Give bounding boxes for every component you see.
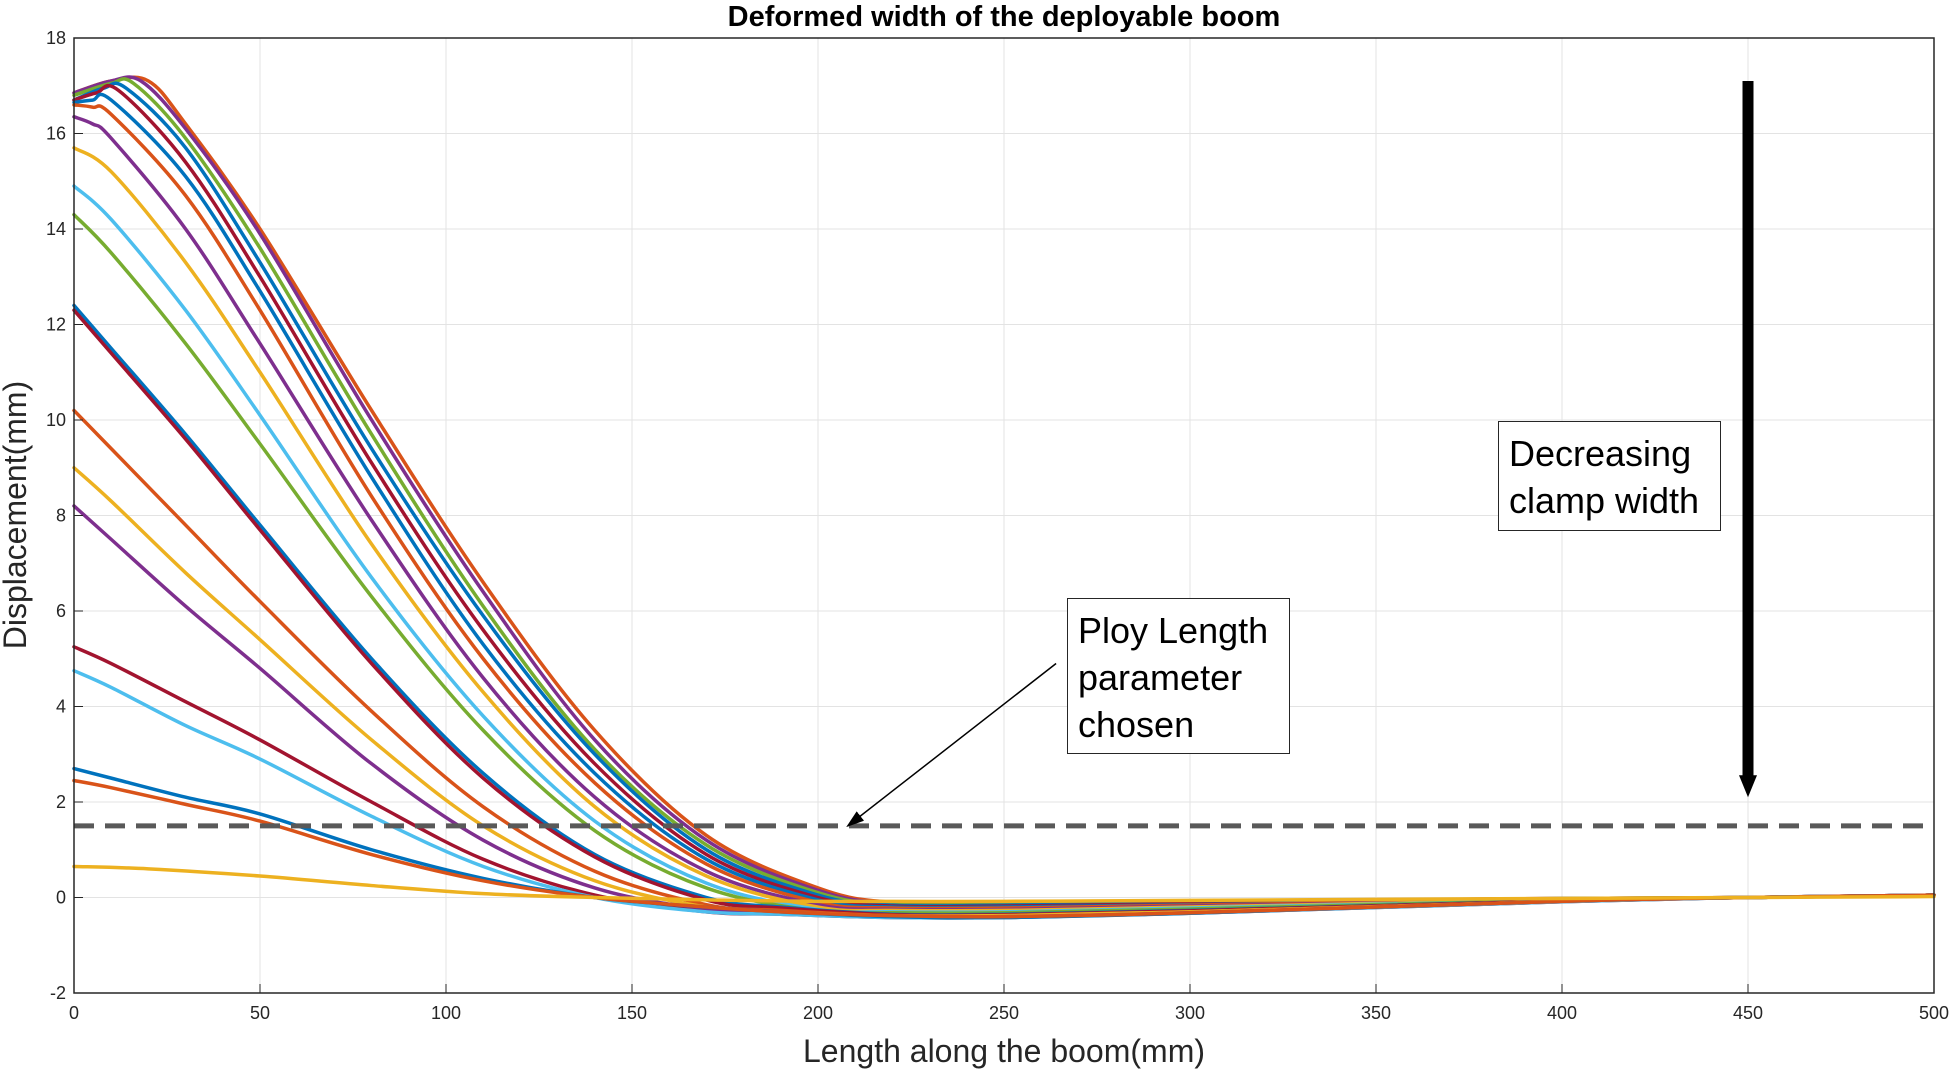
y-tick-label: 8 [56, 506, 66, 526]
series-layer [72, 75, 1936, 920]
y-tick-label: 16 [46, 124, 66, 144]
x-tick-label: 450 [1733, 1003, 1763, 1023]
series-line-21 [72, 864, 1936, 904]
x-tick-label: 150 [617, 1003, 647, 1023]
x-tick-label: 500 [1919, 1003, 1949, 1023]
y-axis-label: Displacement(mm) [0, 381, 33, 649]
clamp-arrow-head [1739, 775, 1757, 798]
annotation-line: parameter [1078, 657, 1243, 698]
y-tick-label: 18 [46, 28, 66, 48]
y-tick-label: -2 [50, 983, 66, 1003]
y-tick-label: 6 [56, 601, 66, 621]
chart-title: Deformed width of the deployable boom [728, 1, 1281, 33]
y-tick-label: 0 [56, 888, 66, 908]
series-line-20 [72, 778, 1936, 919]
decreasing-clamp-annotation: Decreasing clamp width [1498, 421, 1721, 531]
x-tick-label: 400 [1547, 1003, 1577, 1023]
x-tick-label: 50 [250, 1003, 270, 1023]
decreasing-clamp-arrow [1739, 80, 1757, 798]
y-tick-label: 10 [46, 410, 66, 430]
x-axis-label: Length along the boom(mm) [803, 1033, 1205, 1069]
ploy-length-arrow [846, 662, 1057, 828]
x-tick-labels: 0 50 100 150 200 250 300 350 400 450 500 [69, 984, 1949, 1023]
x-tick-label: 0 [69, 1003, 79, 1023]
y-tick-label: 12 [46, 315, 66, 335]
annotation-line: Decreasing [1509, 433, 1692, 474]
x-tick-label: 100 [431, 1003, 461, 1023]
y-tick-labels: -2 0 2 4 6 8 10 12 14 16 18 [46, 28, 83, 1003]
x-tick-label: 250 [989, 1003, 1019, 1023]
ploy-length-annotation: Ploy Length parameter chosen [1067, 598, 1290, 754]
y-tick-label: 14 [46, 219, 66, 239]
y-tick-label: 4 [56, 697, 66, 717]
annotation-line: chosen [1078, 704, 1195, 745]
y-tick-label: 2 [56, 792, 66, 812]
x-tick-label: 350 [1361, 1003, 1391, 1023]
x-tick-label: 300 [1175, 1003, 1205, 1023]
x-tick-label: 200 [803, 1003, 833, 1023]
annotation-line: clamp width [1509, 480, 1700, 521]
annotation-line: Ploy Length [1078, 610, 1269, 651]
